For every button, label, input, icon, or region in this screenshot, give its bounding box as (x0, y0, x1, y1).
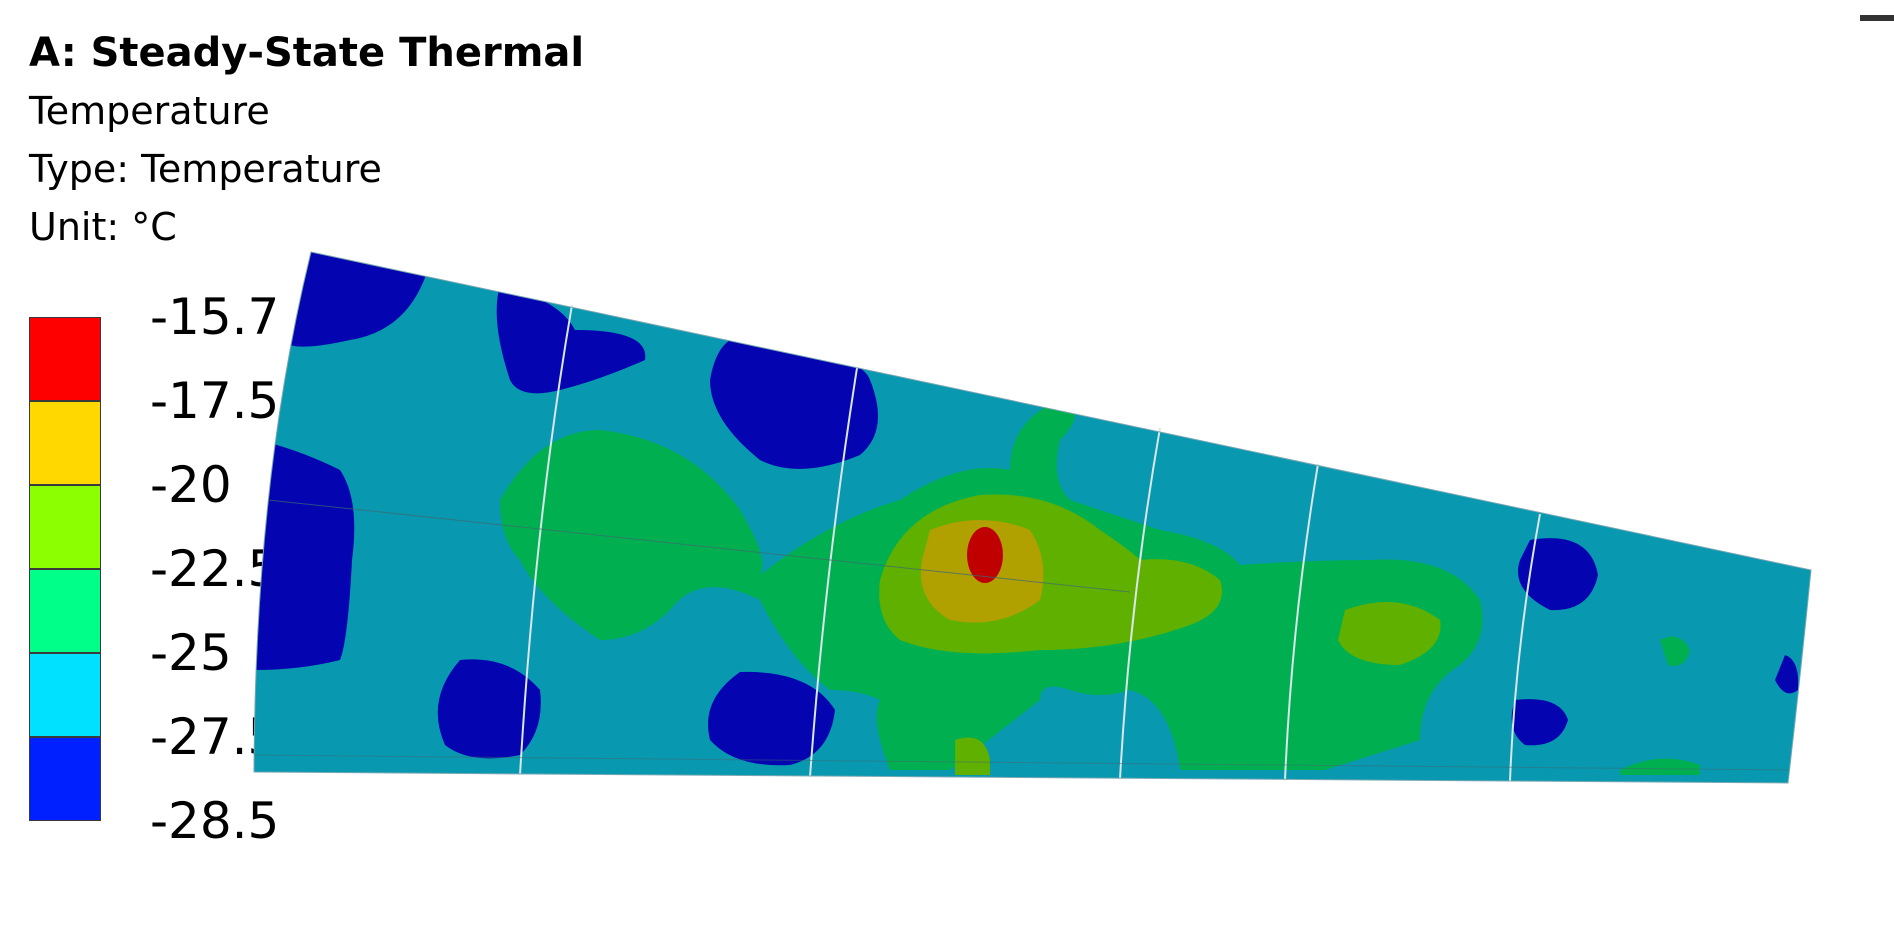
model-outline (253, 251, 1812, 784)
legend-band-3 (29, 485, 101, 569)
legend-band-5 (29, 653, 101, 737)
legend-band-2 (29, 401, 101, 485)
hottest-spot (967, 527, 1003, 583)
legend-tick-label: -25 (150, 624, 232, 682)
warmer-region (1338, 602, 1441, 665)
cold-spot (437, 659, 541, 759)
cold-spot (1775, 655, 1799, 694)
mesh-seams (519, 304, 1541, 782)
legend-band-1 (29, 317, 101, 401)
warmer-region (955, 737, 990, 775)
legend-tick-label: -17.5 (150, 372, 280, 430)
analysis-title: A: Steady-State Thermal (29, 30, 585, 76)
cold-spot (708, 671, 835, 766)
section-line (267, 499, 1131, 593)
legend-band-6 (29, 737, 101, 821)
legend-tick-label: -28.5 (150, 792, 280, 850)
cold-spot (710, 340, 878, 469)
legend-tick-label: -15.7 (150, 288, 280, 346)
result-header: A: Steady-State Thermal Temperature Type… (29, 24, 584, 256)
result-unit: Unit: °C (29, 205, 177, 249)
result-name: Temperature (29, 89, 270, 133)
warm-region (1620, 758, 1700, 775)
cold-spot (1511, 699, 1568, 746)
cold-spot (255, 440, 355, 670)
corner-marker (1860, 15, 1894, 21)
section-line (253, 754, 1789, 771)
legend-tick-label: -20 (150, 456, 232, 514)
warm-region (1660, 636, 1690, 666)
cold-spot (1518, 538, 1598, 611)
legend-band-4 (29, 569, 101, 653)
legend-tick-label: -22.5 (150, 540, 280, 598)
result-type: Type: Temperature (29, 147, 382, 191)
cold-spot (496, 285, 646, 394)
contour-regions (255, 252, 1799, 775)
temperature-legend (29, 317, 103, 825)
